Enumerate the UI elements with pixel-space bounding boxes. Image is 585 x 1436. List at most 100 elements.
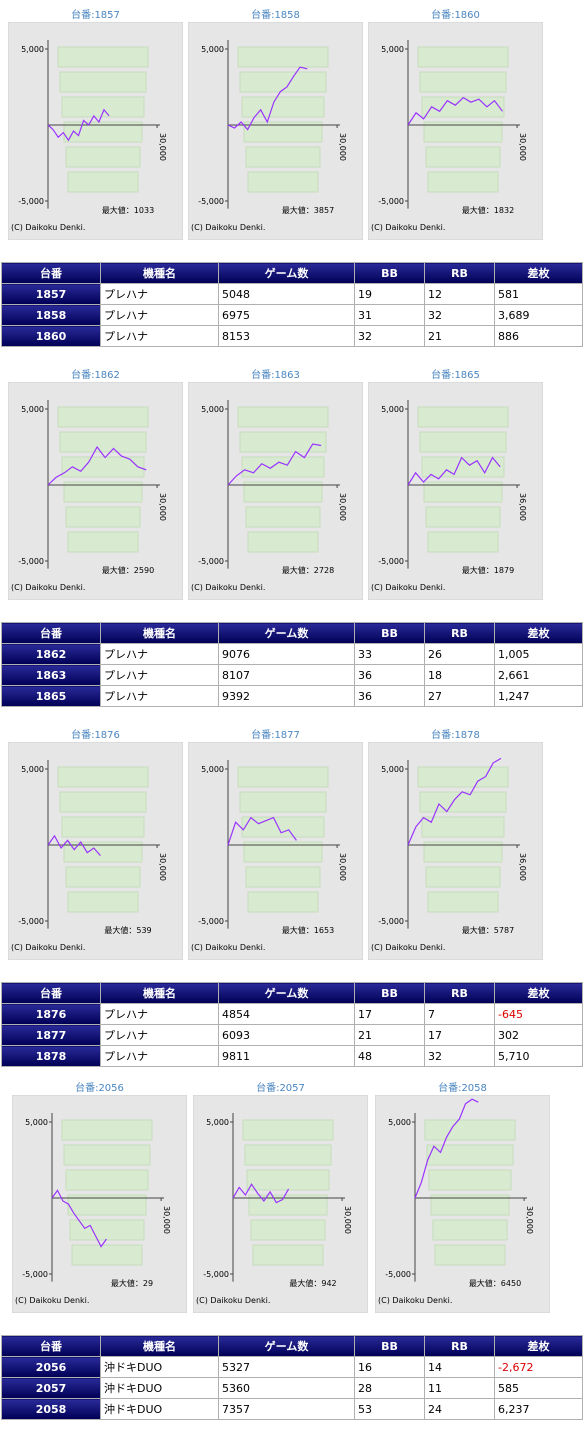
table-cell: 1877 (1, 1024, 101, 1046)
line-series (407, 757, 502, 846)
table-cell: 27 (424, 685, 495, 707)
decoration (63, 121, 143, 143)
graph-title: 台番:1865 (431, 370, 480, 381)
header-cell: 台番 (1, 982, 101, 1004)
table-cell: 28 (354, 1377, 425, 1399)
decoration (67, 171, 139, 193)
table-cell: 581 (494, 283, 583, 305)
header-cell: 差枚 (494, 622, 583, 644)
table-cell: 302 (494, 1024, 583, 1046)
table-row: 1857 プレハナ 5048 19 12 581 (1, 283, 583, 305)
y-tick-label: 5,000 (381, 45, 404, 54)
table-cell: 585 (494, 1377, 583, 1399)
data-table: 台番 機種名 ゲーム数 BB RB 差枚 2056 沖ドキDUO 5327 16 14 -2,672 2… (1, 1335, 583, 1420)
table-cell: 1857 (1, 283, 101, 305)
x-tick-label: 30,000 (158, 133, 167, 161)
table-cell: 沖ドキDUO (100, 1356, 219, 1378)
table-cell: 1862 (1, 643, 101, 665)
decoration (245, 146, 321, 168)
decoration (67, 1194, 147, 1216)
decoration (61, 816, 145, 838)
table-row: 1863 プレハナ 8107 36 18 2,661 (1, 664, 583, 686)
table-cell: 2056 (1, 1356, 101, 1378)
decoration (427, 891, 499, 913)
graph-title: 台番:2056 (75, 1083, 124, 1094)
table-cell: 5327 (218, 1356, 355, 1378)
decoration (425, 866, 501, 888)
max-label: 最大値：1832 (462, 205, 514, 215)
decoration (423, 841, 503, 863)
decoration (423, 481, 503, 503)
table-cell: 18 (424, 664, 495, 686)
table-cell: 6,237 (494, 1398, 583, 1420)
decoration (246, 1169, 330, 1191)
decoration (65, 1169, 149, 1191)
x-tick-label: 36,000 (518, 493, 527, 521)
table-cell: プレハナ (100, 325, 219, 347)
decoration (424, 1119, 516, 1141)
table-cell: 9811 (218, 1045, 355, 1067)
decoration (239, 791, 327, 813)
y-tick-label: 5,000 (206, 1118, 229, 1127)
graph-title: 台番:1877 (251, 730, 300, 741)
decoration (57, 766, 149, 788)
table-cell: 24 (424, 1398, 495, 1420)
header-row: 台番 機種名 ゲーム数 BB RB 差枚 (1, 622, 583, 644)
decoration (63, 481, 143, 503)
y-tick-label: -5,000 (378, 197, 404, 206)
table-row: 1858 プレハナ 6975 31 32 3,689 (1, 304, 583, 326)
graph-title: 台番:1878 (431, 730, 480, 741)
decoration (59, 791, 147, 813)
header-cell: 機種名 (100, 262, 219, 284)
decoration (241, 456, 325, 478)
credit: (C) Daikoku Denki. (11, 583, 85, 592)
header-cell: 差枚 (494, 982, 583, 1004)
table-cell: 6093 (218, 1024, 355, 1046)
y-tick-label: -5,000 (198, 197, 224, 206)
table-cell: 5360 (218, 1377, 355, 1399)
decoration (67, 891, 139, 913)
graph-title: 台番:1862 (71, 370, 120, 381)
line-series (51, 1189, 107, 1248)
graph-title: 台番:1863 (251, 370, 300, 381)
table-cell: 9392 (218, 685, 355, 707)
header-cell: RB (424, 982, 495, 1004)
header-cell: ゲーム数 (218, 262, 355, 284)
decoration (245, 506, 321, 528)
max-label: 最大値：942 (289, 1278, 336, 1288)
table-cell: プレハナ (100, 643, 219, 665)
graph-panel: 5,000 -5,000 30,000 最大値：2728 (C) Daikoku Den… (188, 382, 363, 600)
x-tick-label: 30,000 (518, 133, 527, 161)
line-series (47, 108, 110, 142)
decoration (241, 96, 325, 118)
header-cell: 機種名 (100, 622, 219, 644)
table-cell: 17 (424, 1024, 495, 1046)
header-cell: RB (424, 622, 495, 644)
credit: (C) Daikoku Denki. (371, 943, 445, 952)
decoration (57, 46, 149, 68)
table-cell: 2,661 (494, 664, 583, 686)
table-cell: 7 (424, 1003, 495, 1025)
table-cell: 17 (354, 1003, 425, 1025)
decoration (425, 506, 501, 528)
table-cell: 33 (354, 643, 425, 665)
decoration (426, 1144, 514, 1166)
line-series (47, 445, 147, 486)
max-label: 最大値：539 (104, 925, 151, 935)
table-cell: 1,247 (494, 685, 583, 707)
graph-title: 台番:2057 (256, 1083, 305, 1094)
graph-panel: 5,000 -5,000 36,000 最大値：5787 (C) Daikoku Den… (368, 742, 543, 960)
table-cell: 19 (354, 283, 425, 305)
graph-panel: 5,000 -5,000 30,000 最大値：1033 (C) Daikoku Den… (8, 22, 183, 240)
decoration (243, 481, 323, 503)
table-cell: 16 (354, 1356, 425, 1378)
y-tick-label: 5,000 (381, 405, 404, 414)
header-cell: ゲーム数 (218, 622, 355, 644)
y-tick-label: -5,000 (385, 1270, 411, 1279)
decoration (65, 146, 141, 168)
decoration (430, 1194, 510, 1216)
table-cell: 21 (424, 325, 495, 347)
decoration (419, 791, 507, 813)
header-cell: ゲーム数 (218, 1335, 355, 1357)
table-cell: 1858 (1, 304, 101, 326)
